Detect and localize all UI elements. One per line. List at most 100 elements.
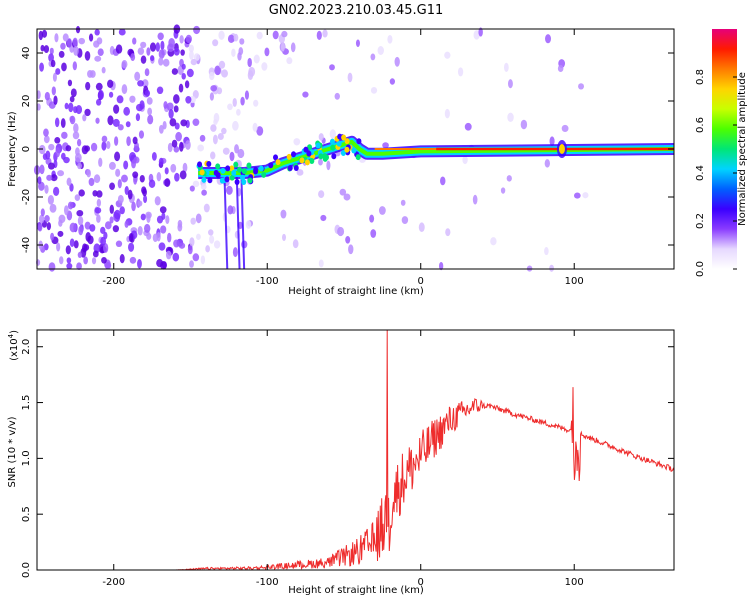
ridge-blotch: [241, 168, 247, 175]
spectrogram-cell: [108, 91, 114, 98]
ridge-blob-core: [558, 144, 565, 154]
spectrogram-cell: [240, 96, 245, 106]
spectrogram-cell: [75, 105, 83, 115]
spectrogram-cell: [151, 152, 157, 161]
spectrogram-cell: [256, 31, 263, 40]
spectrogram-cell: [156, 259, 164, 268]
spectrogram-cell: [96, 98, 102, 106]
spectrogram-ridge: [196, 133, 675, 186]
spectrogram-cell: [238, 47, 244, 56]
spectrogram-cell: [189, 185, 195, 192]
spectrogram-cell: [200, 255, 206, 265]
ridge-blotch: [241, 179, 247, 186]
spectrogram-cell: [75, 25, 81, 34]
spectrogram-cell: [318, 259, 324, 268]
ridge-blotch: [309, 158, 315, 165]
spectrogram-cell: [184, 80, 190, 89]
spectrogram-cell: [150, 55, 155, 62]
spectrogram-cell: [88, 33, 94, 42]
spectrogram-cell: [61, 62, 67, 72]
spectrogram-cell: [178, 83, 184, 93]
snr-frame: [36, 329, 675, 571]
spectrogram-cell: [158, 124, 164, 134]
ridge-blotch: [341, 134, 347, 141]
spectrogram-cell: [125, 121, 131, 128]
spectrogram-cell: [143, 195, 148, 204]
spectrogram-cell: [490, 237, 497, 246]
ridge-blotch: [336, 140, 342, 147]
spectrogram-cell: [186, 68, 194, 78]
spectrogram-cell: [101, 256, 107, 264]
y-tick-label: 0: [21, 146, 32, 152]
spectrogram-cell: [245, 220, 252, 229]
spectrogram-cell: [227, 34, 235, 44]
spectrogram-x-ticks: -200 -100 0 100: [102, 29, 584, 287]
x-tick-label: 100: [565, 577, 584, 588]
spectrogram-cell: [387, 34, 393, 44]
spectrogram-cell: [146, 213, 151, 224]
spectrogram-cell: [124, 186, 129, 195]
colorbar: 0.0 0.2 0.4 0.6 0.8 Normalized spectral ampl…: [695, 29, 748, 277]
snr-y-label: SNR (10 * v/v): [7, 416, 18, 487]
spectrogram-cell: [123, 106, 131, 116]
spectrogram-cell: [418, 222, 425, 232]
spectrogram-cell: [439, 261, 444, 271]
spectrogram-cell: [229, 151, 235, 162]
spectrogram-cell: [100, 236, 107, 246]
spectrogram-cell: [508, 79, 513, 89]
spectrogram-cell: [444, 108, 450, 119]
spectrogram-cell: [69, 238, 75, 247]
spectrogram-cell: [147, 114, 154, 125]
spectrogram-cell: [400, 199, 406, 206]
spectrogram-cell: [107, 115, 114, 126]
spectrogram-cell: [114, 151, 121, 162]
spectrogram-cell: [177, 219, 183, 228]
spectrogram-cell: [123, 160, 129, 170]
spectrogram-cell: [544, 247, 549, 256]
spectrogram-cell: [60, 42, 66, 50]
spectrogram-cell: [179, 141, 184, 152]
ridge-blotch: [197, 161, 203, 168]
ridge-blotch: [322, 155, 328, 162]
colorbar-tick-label: 0.8: [695, 69, 706, 85]
ridge-blotch: [291, 151, 297, 158]
spectrogram-cell: [213, 112, 220, 123]
spectrogram-cell: [48, 262, 56, 272]
spectrogram-cell: [36, 90, 41, 100]
spectrogram-cell: [318, 158, 323, 166]
spectrogram-cell: [472, 194, 478, 205]
spectrogram-cell: [370, 86, 378, 94]
ridge-blotch: [275, 159, 281, 166]
spectrogram-cell: [139, 174, 145, 183]
spectrogram-cell: [95, 117, 100, 124]
snr-series-line: [37, 330, 674, 570]
spectrogram-cell: [131, 159, 136, 169]
spectrogram-cell: [69, 183, 74, 192]
spectrogram-cell: [218, 30, 225, 40]
spectrogram-cell: [53, 186, 60, 197]
spectrogram-cell: [282, 233, 287, 241]
spectrogram-cell: [161, 212, 166, 220]
spectrogram-cell: [48, 162, 55, 170]
spectrogram-cell: [293, 138, 301, 146]
spectrogram-cell: [119, 254, 125, 264]
ridge-blotch: [340, 149, 346, 156]
spectrogram-cell: [131, 201, 136, 212]
spectrogram-cell: [119, 206, 125, 215]
spectrogram-cell: [58, 50, 65, 58]
spectrogram-cell: [462, 155, 468, 165]
spectrogram-cell: [280, 209, 287, 219]
ridge-blotch: [225, 165, 231, 172]
spectrogram-cell: [163, 101, 168, 109]
spectrogram-cell: [272, 30, 279, 40]
spectrogram-cell: [549, 264, 554, 272]
spectrogram-cell: [66, 177, 72, 186]
spectrogram-cell: [128, 242, 135, 252]
spectrogram-cell: [369, 214, 375, 223]
ridge-blotch: [286, 153, 292, 160]
spectrogram-cell: [128, 233, 134, 243]
spectrogram-cell: [124, 220, 129, 228]
spectrogram-cell: [209, 235, 215, 244]
spectrogram-cell: [36, 103, 41, 111]
